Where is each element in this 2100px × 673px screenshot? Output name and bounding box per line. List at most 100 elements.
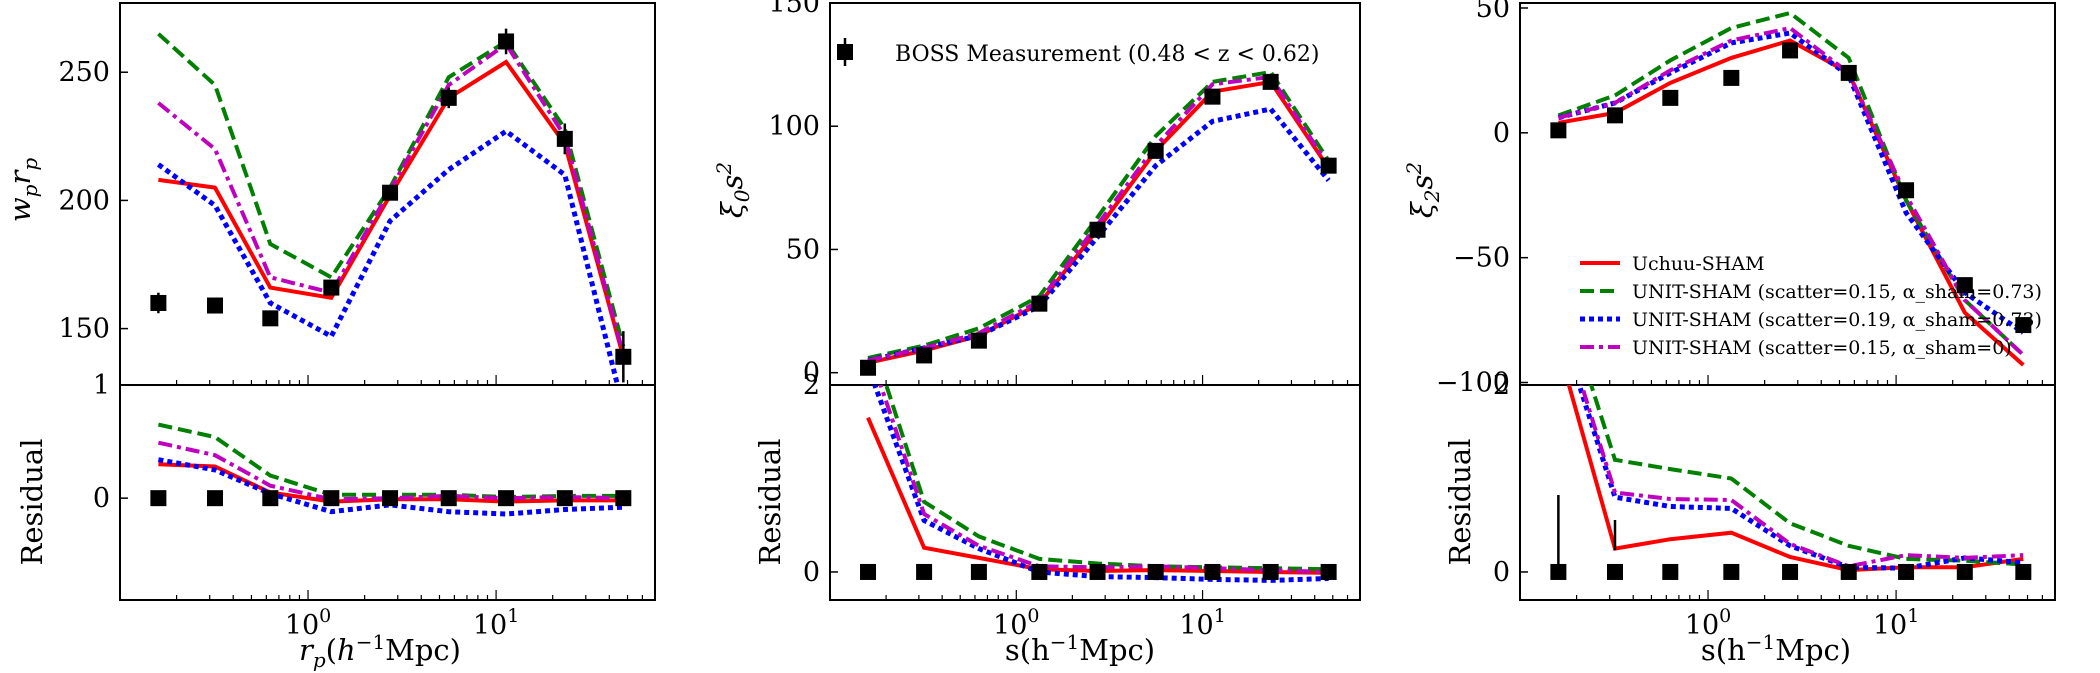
svg-text:ξ0s2: ξ0s2 xyxy=(712,162,754,218)
svg-text:Residual: Residual xyxy=(1443,439,1477,566)
residual-line xyxy=(1576,385,2024,571)
residual-point xyxy=(1147,563,1164,580)
data-point xyxy=(1204,88,1221,105)
xi0-ylabel: ξ0s2 xyxy=(712,162,754,218)
x-tick-label: 101 xyxy=(473,605,519,641)
data-point xyxy=(1320,157,1337,174)
residual-y-tick-label: 0 xyxy=(803,557,820,588)
series-line xyxy=(1557,10,2025,357)
residual-point xyxy=(382,490,399,507)
xi2-xlabel: s(h−1Mpc) xyxy=(1701,630,1851,667)
data-point xyxy=(498,33,515,50)
boss-legend: BOSS Measurement (0.48 < z < 0.62) xyxy=(837,38,1319,67)
residual-point xyxy=(556,490,573,507)
residual-point xyxy=(970,563,987,580)
data-point xyxy=(860,359,877,376)
data-point xyxy=(1606,107,1623,124)
residual-line xyxy=(878,385,1329,574)
residual-line xyxy=(157,440,624,502)
data-point xyxy=(916,347,933,364)
data-point xyxy=(262,310,279,327)
legend-label-unit-2: UNIT-SHAM (scatter=0.19, α_sham=0.73) xyxy=(1632,309,2042,331)
residual-point xyxy=(498,490,515,507)
residual-point xyxy=(1898,563,1915,580)
wp-xlabel: rp(h−1Mpc) xyxy=(299,630,461,672)
legend-label-unit-1: UNIT-SHAM (scatter=0.15, α_sham=0.73) xyxy=(1632,281,2042,303)
residual-point xyxy=(1956,563,1973,580)
data-point xyxy=(1840,64,1857,81)
residual-lines xyxy=(866,385,1329,583)
data-point xyxy=(382,184,399,201)
y-tick-label: 150 xyxy=(58,314,110,345)
x-tick-label: 101 xyxy=(1179,605,1225,641)
residual-point xyxy=(262,490,279,507)
data-point xyxy=(1089,221,1106,238)
residual-y-tick-label: 2 xyxy=(1493,370,1510,401)
wp-ylabel: wprp xyxy=(3,158,42,223)
residual-y-tick-label: 2 xyxy=(803,370,820,401)
residual-line xyxy=(1589,385,2024,567)
svg-text:ξ2s2: ξ2s2 xyxy=(1402,162,1444,218)
residual-lines xyxy=(1566,385,2024,573)
residual-point xyxy=(1089,563,1106,580)
residual-point xyxy=(1840,563,1857,580)
svg-text:Residual: Residual xyxy=(15,439,49,566)
series-line xyxy=(158,59,626,358)
x-tick-label: 101 xyxy=(1873,605,1919,641)
residual-point xyxy=(440,490,457,507)
data-point xyxy=(615,348,632,365)
residual-point xyxy=(615,490,632,507)
data-point xyxy=(1782,42,1799,59)
xi2-residual-ylabel: Residual xyxy=(1443,439,1477,566)
x-tick-label: 100 xyxy=(993,605,1039,641)
y-tick-label: 250 xyxy=(58,57,110,88)
data-point xyxy=(206,297,223,314)
data-point xyxy=(1956,277,1973,294)
residual-point xyxy=(1782,563,1799,580)
model-lines xyxy=(156,32,626,385)
data-point xyxy=(1031,295,1048,312)
residual-axes-frame xyxy=(829,384,1361,601)
series-line xyxy=(867,69,1331,360)
boss-legend-label: BOSS Measurement (0.48 < z < 0.62) xyxy=(895,42,1319,67)
residual-point xyxy=(1031,563,1048,580)
wp-residual-ylabel: Residual xyxy=(15,439,49,566)
y-tick-label: 50 xyxy=(1476,0,1510,24)
residual-axes-frame xyxy=(1519,384,2056,601)
residual-point xyxy=(1204,563,1221,580)
y-tick-label: 50 xyxy=(786,234,820,265)
series-line xyxy=(867,74,1331,363)
y-tick-label: −50 xyxy=(1453,243,1510,274)
residual-line xyxy=(884,385,1329,572)
residual-y-tick-label: 1 xyxy=(93,370,110,401)
data-point xyxy=(1147,142,1164,159)
xi0-xlabel: s(h−1Mpc) xyxy=(1005,630,1155,667)
y-tick-label: 200 xyxy=(58,185,110,216)
data-point xyxy=(2015,317,2032,334)
residual-point xyxy=(1320,563,1337,580)
residual-line xyxy=(866,416,1329,575)
residual-line xyxy=(872,385,1329,583)
residual-axes-frame xyxy=(119,384,656,601)
residual-line xyxy=(157,457,624,517)
data-point xyxy=(1723,69,1740,86)
model-lines xyxy=(867,69,1331,365)
residual-line xyxy=(1579,385,2024,569)
data-point xyxy=(1550,122,1567,139)
data-point xyxy=(970,332,987,349)
svg-text:wprp: wprp xyxy=(3,158,42,223)
residual-y-tick-label: 0 xyxy=(93,483,110,514)
series-line xyxy=(156,128,621,385)
y-tick-label: −100 xyxy=(1436,368,1510,399)
residual-point xyxy=(1262,563,1279,580)
residual-point xyxy=(916,563,933,580)
xi2-ylabel: ξ2s2 xyxy=(1402,162,1444,218)
y-tick-label: 100 xyxy=(768,111,820,142)
residual-point xyxy=(1662,563,1679,580)
residual-point xyxy=(1550,563,1567,580)
xi0-residual-ylabel: Residual xyxy=(753,439,787,566)
y-tick-label: 150 xyxy=(768,0,820,19)
data-point xyxy=(1662,89,1679,106)
series-line xyxy=(1557,25,2025,357)
